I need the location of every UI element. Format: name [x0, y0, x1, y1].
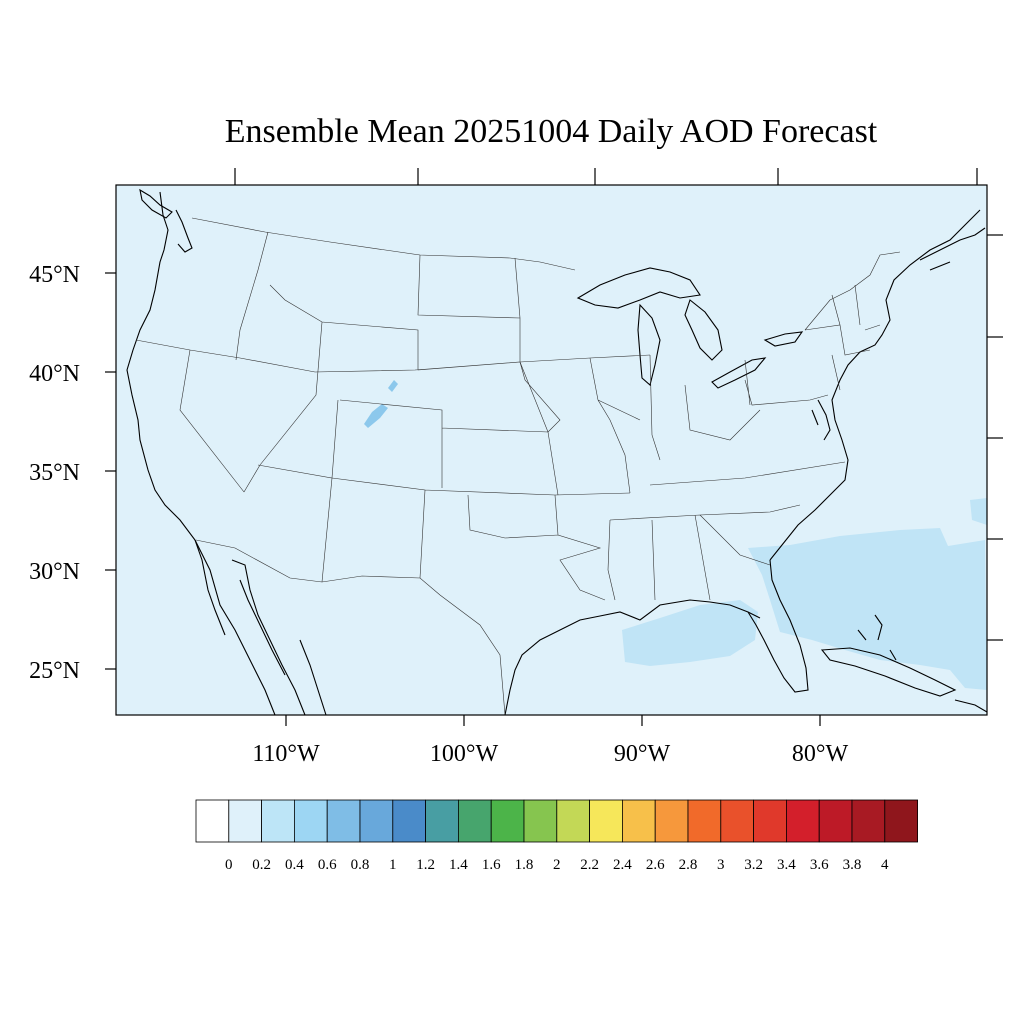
aod-plume-gulf — [622, 600, 758, 666]
puget-sound-coast — [175, 209, 193, 253]
colorbar-swatch — [228, 799, 263, 843]
coastlines — [126, 188, 988, 716]
colorbar-tick-label: 1.8 — [515, 857, 534, 873]
aod-plume-east-edge — [970, 498, 987, 525]
us-canada-border-east — [804, 251, 901, 331]
chesapeake-bay — [811, 399, 831, 441]
lat-label-35n: 35°N — [29, 460, 80, 486]
colorbar-swatch — [786, 799, 820, 843]
lake-michigan — [637, 303, 661, 387]
political-borders — [135, 217, 901, 716]
atlantic-coast — [769, 209, 981, 561]
colorbar-swatch — [359, 799, 394, 843]
colorbar-swatch — [851, 799, 886, 843]
gulf-coast — [504, 599, 761, 716]
lake-ontario — [763, 331, 804, 347]
lake-superior — [576, 267, 701, 309]
colorbar-tick-label: 0.2 — [252, 857, 271, 873]
map-title: Ensemble Mean 20251004 Daily AOD Forecas… — [225, 113, 878, 150]
colorbar-swatch — [261, 799, 295, 843]
lake-huron — [684, 299, 723, 361]
bahamas — [857, 614, 897, 661]
colorbar — [195, 799, 918, 843]
colorbar-tick-label: 2 — [553, 857, 561, 873]
colorbar-tick-label: 2.2 — [580, 857, 599, 873]
lat-label-25n: 25°N — [29, 658, 80, 684]
colorbar-swatch — [654, 799, 689, 843]
colorbar-tick-label: 3 — [717, 857, 725, 873]
colorbar-tick-label: 3.2 — [744, 857, 763, 873]
colorbar-swatch — [589, 799, 623, 843]
lake-erie — [711, 357, 767, 389]
aod-hotspot-colorado-small — [388, 380, 398, 392]
colorbar-tick-label: 2.4 — [613, 857, 632, 873]
colorbar-tick-label: 3.4 — [777, 857, 796, 873]
west-coastline — [126, 191, 226, 636]
colorbar-tick-label: 0.4 — [285, 857, 304, 873]
cuba — [820, 647, 957, 697]
tick-marks — [105, 168, 1003, 726]
colorbar-swatch — [720, 799, 754, 843]
colorbar-tick-label: 1 — [389, 857, 397, 873]
colorbar-tick-label: 1.4 — [449, 857, 468, 873]
colorbar-swatch — [884, 799, 918, 843]
colorbar-swatch — [425, 799, 459, 843]
colorbar-tick-label: 0 — [225, 857, 233, 873]
gulf-of-california-coast — [231, 559, 306, 716]
colorbar-tick-label: 3.8 — [843, 857, 862, 873]
vancouver-island — [139, 188, 173, 219]
mexico-west-coast — [299, 639, 327, 716]
great-lakes — [576, 267, 804, 389]
colorbar-tick-label: 0.8 — [351, 857, 370, 873]
nova-scotia — [919, 227, 986, 271]
state-borders-central — [467, 354, 846, 601]
colorbar-swatch — [490, 799, 525, 843]
aod-plume-atlantic — [748, 528, 987, 690]
lon-label-110w: 110°W — [252, 741, 320, 767]
colorbar-swatch — [622, 799, 656, 843]
colorbar-labels: 0 0.2 0.4 0.6 0.8 1 1.2 1.4 1.6 1.8 2 2.2 2.4 2.6 2.8 3… — [225, 857, 889, 873]
colorbar-swatch — [392, 799, 426, 843]
map-panel: 45°N 40°N 35°N 30°N 25°N 110°W 100°W 90°… — [29, 168, 1003, 767]
lat-label-45n: 45°N — [29, 262, 80, 288]
colorbar-tick-label: 2.8 — [679, 857, 698, 873]
colorbar-swatch — [523, 799, 558, 843]
colorbar-swatch — [293, 799, 328, 843]
colorbar-tick-label: 3.6 — [810, 857, 829, 873]
colorbar-swatch — [556, 799, 590, 843]
baja-west-coast — [194, 539, 276, 716]
colorbar-swatch — [195, 799, 230, 843]
state-borders-northeast — [804, 284, 881, 356]
colorbar-swatch — [457, 799, 492, 843]
lat-label-30n: 30°N — [29, 559, 80, 585]
aod-hotspot-colorado — [364, 404, 388, 428]
colorbar-tick-label: 4 — [881, 857, 889, 873]
lat-label-40n: 40°N — [29, 361, 80, 387]
colorbar-tick-label: 0.6 — [318, 857, 337, 873]
colorbar-swatch — [818, 799, 853, 843]
colorbar-swatch — [687, 799, 722, 843]
map-frame — [115, 184, 988, 716]
lon-label-90w: 90°W — [614, 741, 671, 767]
colorbar-tick-label: 1.6 — [482, 857, 501, 873]
colorbar-swatch — [326, 799, 361, 843]
colorbar-tick-label: 1.2 — [416, 857, 435, 873]
hispaniola — [954, 699, 988, 713]
lon-label-100w: 100°W — [430, 741, 499, 767]
colorbar-swatch — [753, 799, 787, 843]
colorbar-tick-label: 2.6 — [646, 857, 665, 873]
lon-label-80w: 80°W — [792, 741, 849, 767]
florida-coast — [747, 559, 809, 693]
